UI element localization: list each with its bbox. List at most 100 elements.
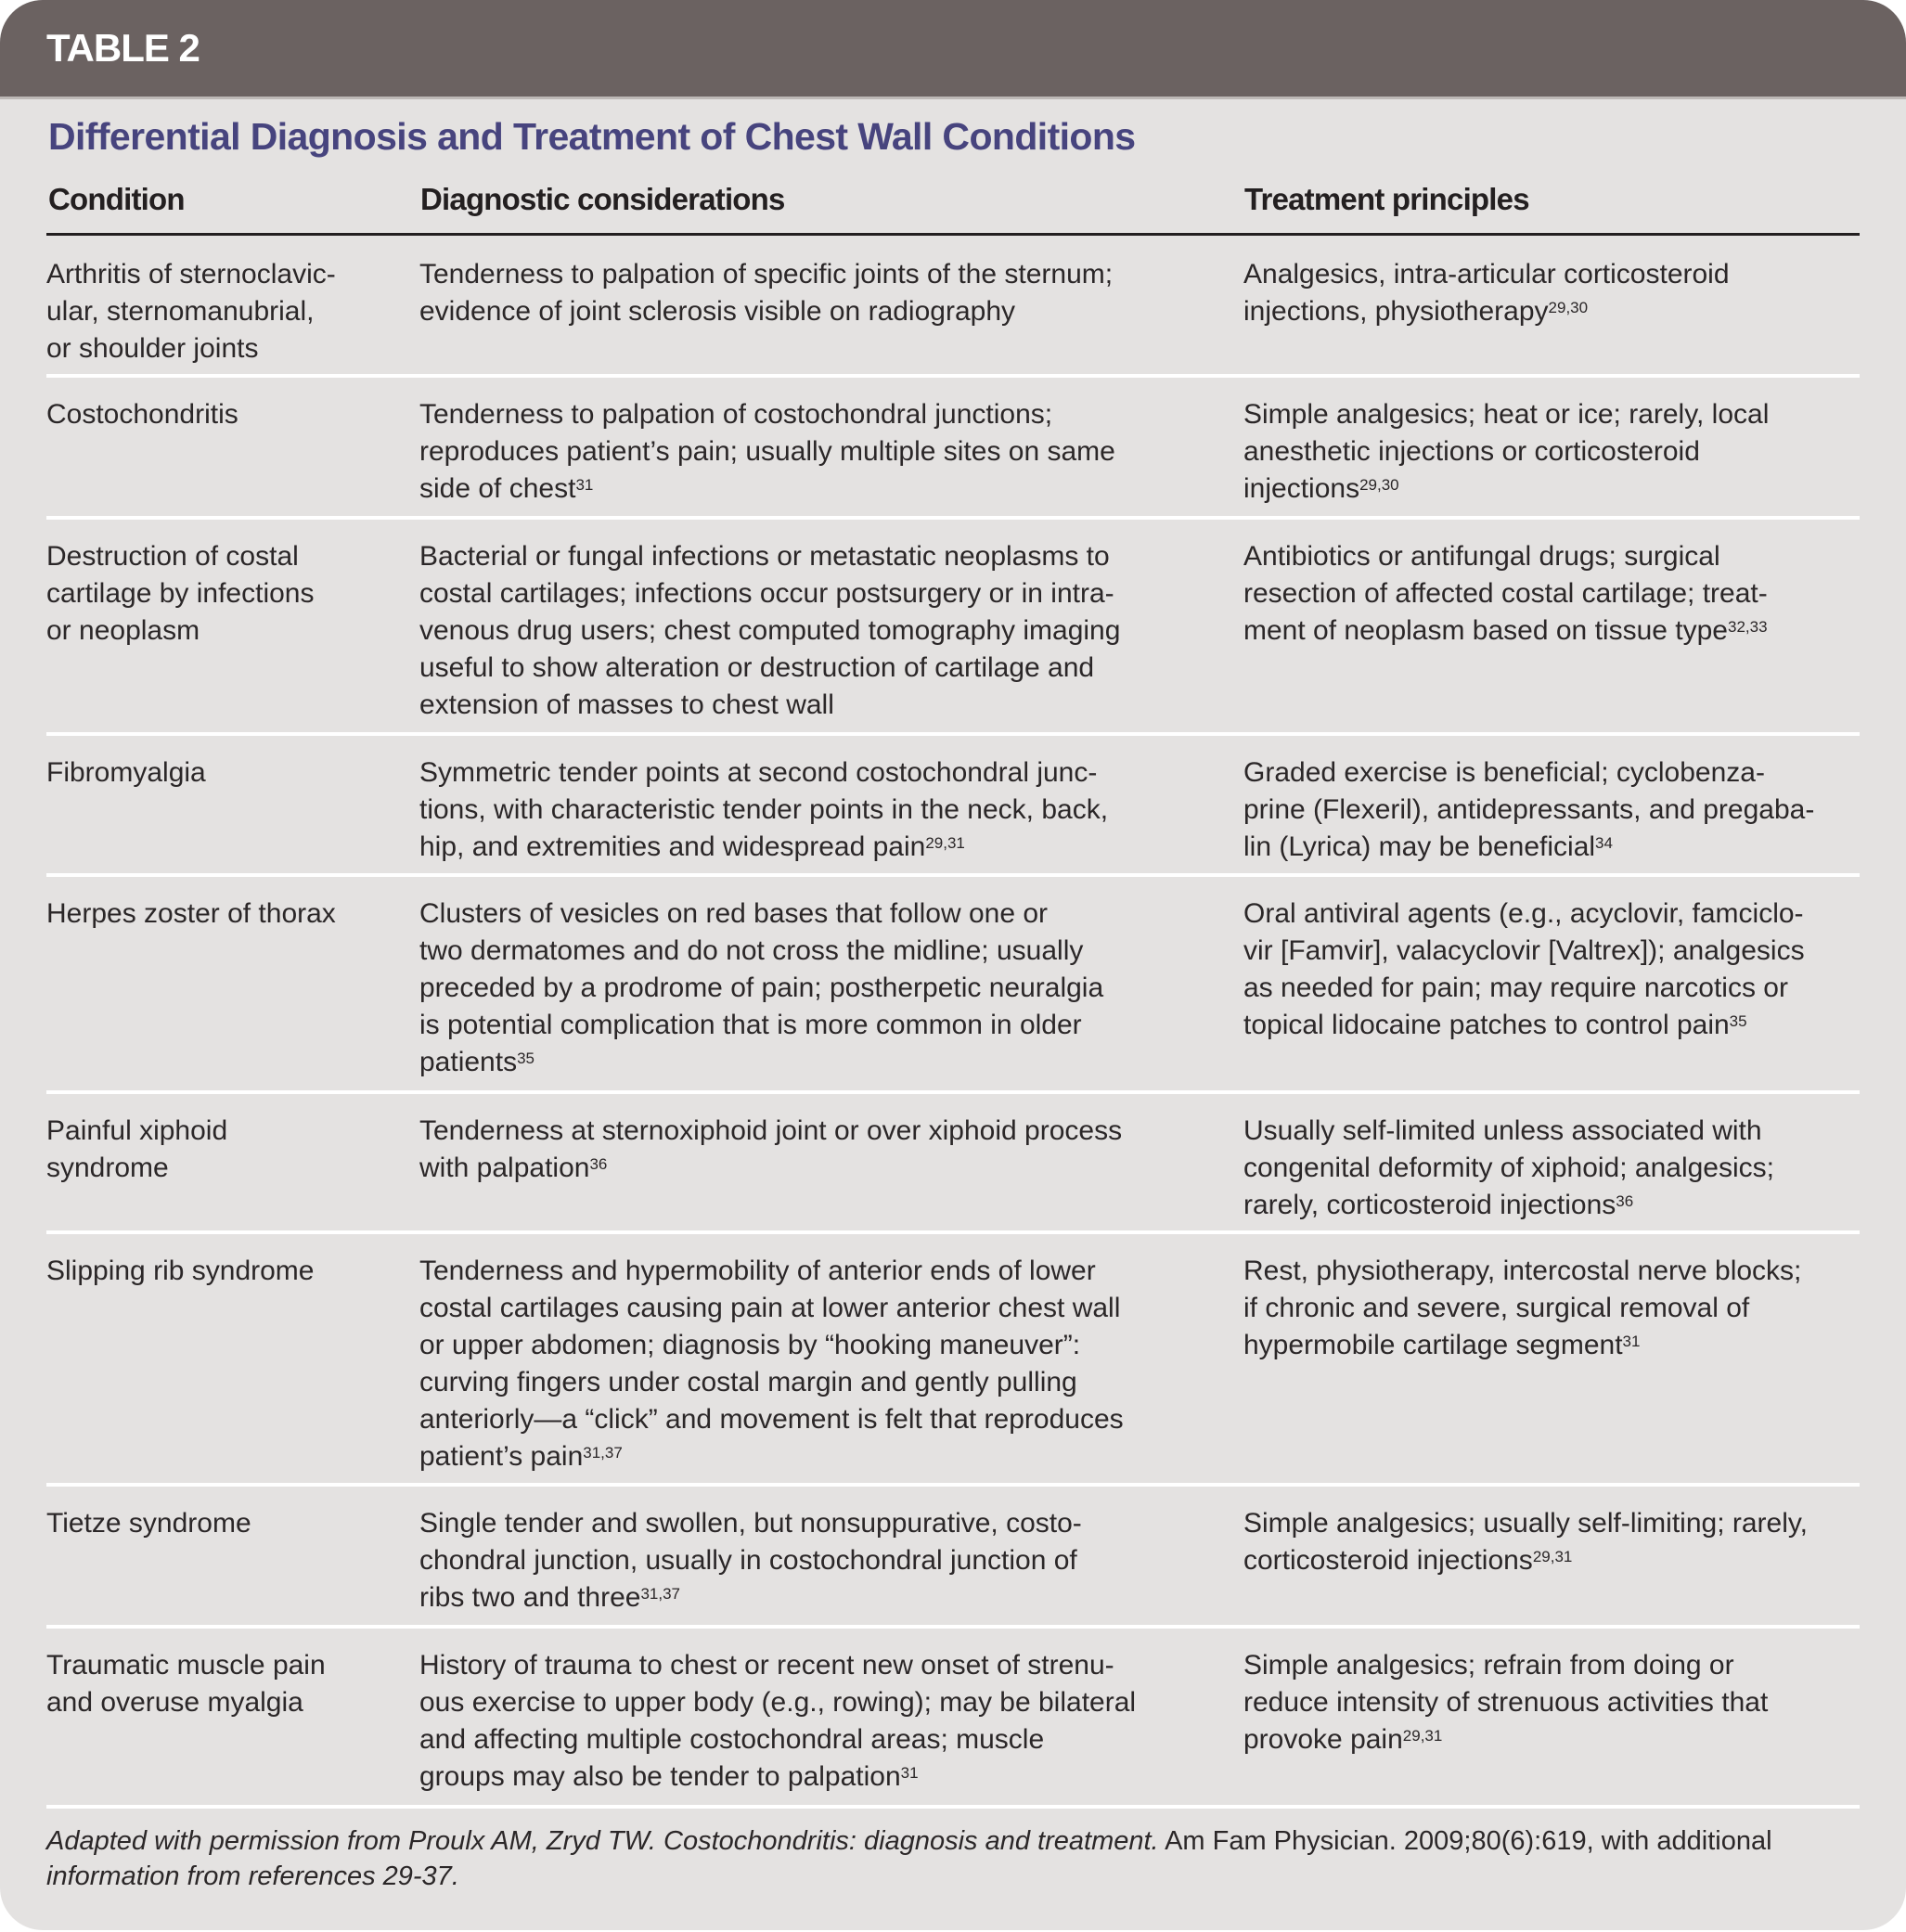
cell-treatment: Simple analgesics; usually self-limiting…: [1243, 1505, 1808, 1579]
cell-line: patients: [419, 1047, 518, 1077]
cell-diagnostic: Bacterial or fungal infections or metast…: [419, 538, 1120, 724]
cell-line: side of chest: [419, 473, 576, 504]
cell-line: ribs two and three: [419, 1582, 641, 1613]
table-row: Herpes zoster of thorax Clusters of vesic…: [46, 875, 1860, 1092]
cell-line: congenital deformity of xiphoid; analges…: [1243, 1153, 1774, 1183]
reference-superscript: 31: [900, 1764, 919, 1782]
reference-superscript: 29,31: [1402, 1727, 1443, 1745]
cell-line: Oral antiviral agents (e.g., acyclovir, …: [1243, 898, 1804, 929]
reference-superscript: 31,37: [640, 1585, 681, 1603]
cell-line: costal cartilages causing pain at lower …: [419, 1293, 1121, 1323]
reference-superscript: 29,30: [1548, 299, 1589, 316]
reference-superscript: 31,37: [583, 1444, 623, 1462]
table-row: Destruction of costal cartilage by infect…: [46, 518, 1860, 734]
cell-treatment: Analgesics, intra-articular corticostero…: [1243, 256, 1730, 330]
reference-superscript: 32,33: [1727, 618, 1768, 636]
cell-line: corticosteroid injections: [1243, 1545, 1533, 1576]
reference-superscript: 36: [1616, 1192, 1634, 1210]
row-divider: [46, 732, 1860, 736]
cell-line: patient’s pain: [419, 1441, 584, 1472]
table-row: Painful xiphoid syndrome Tenderness at ste…: [46, 1092, 1860, 1232]
cell-treatment: Simple analgesics; heat or ice; rarely, …: [1243, 396, 1769, 508]
table-title: Differential Diagnosis and Treatment of …: [48, 115, 1136, 158]
cell-line: Destruction of costal: [46, 541, 299, 572]
cell-diagnostic: Tenderness at sternoxiphoid joint or ove…: [419, 1113, 1122, 1187]
cell-condition: Herpes zoster of thorax: [46, 895, 336, 933]
cell-treatment: Usually self-limited unless associated w…: [1243, 1113, 1774, 1224]
cell-line: useful to show alteration or destruction…: [419, 652, 1095, 683]
cell-line: ular, sternomanubrial,: [46, 296, 315, 327]
table-row: Tietze syndrome Single tender and swollen…: [46, 1485, 1860, 1627]
cell-line: extension of masses to chest wall: [419, 689, 834, 720]
cell-line: costal cartilages; infections occur post…: [419, 578, 1114, 609]
footnote: Adapted with permission from Proulx AM, …: [46, 1823, 1772, 1894]
cell-treatment: Rest, physiotherapy, intercostal nerve b…: [1243, 1253, 1801, 1364]
cell-line: Simple analgesics; refrain from doing or: [1243, 1650, 1734, 1681]
row-divider: [46, 1625, 1860, 1629]
cell-condition: Fibromyalgia: [46, 754, 206, 792]
footnote-citation: 2009;80(6):619, with additional: [1396, 1826, 1772, 1856]
cell-diagnostic: Symmetric tender points at second costoc…: [419, 754, 1108, 866]
cell-line: and overuse myalgia: [46, 1687, 303, 1718]
cell-line: Arthritis of sternoclavic-: [46, 259, 336, 290]
cell-line: lin (Lyrica) may be beneficial: [1243, 831, 1596, 862]
table-row: Arthritis of sternoclavic-ular, sternoma…: [46, 236, 1860, 376]
cell-line: syndrome: [46, 1153, 169, 1183]
cell-line: ous exercise to upper body (e.g., rowing…: [419, 1687, 1137, 1718]
cell-condition: Slipping rib syndrome: [46, 1253, 314, 1290]
cell-line: ment of neoplasm based on tissue type: [1243, 615, 1728, 646]
cell-treatment: Oral antiviral agents (e.g., acyclovir, …: [1243, 895, 1805, 1044]
cell-condition: Arthritis of sternoclavic-ular, sternoma…: [46, 256, 336, 367]
cell-line: preceded by a prodrome of pain; postherp…: [419, 972, 1104, 1003]
cell-line: vir [Famvir], valacyclovir [Valtrex]); a…: [1243, 935, 1805, 966]
cell-treatment: Simple analgesics; refrain from doing or…: [1243, 1647, 1768, 1758]
table-label: TABLE 2: [46, 26, 200, 70]
cell-line: Tenderness to palpation of specific join…: [419, 259, 1114, 290]
cell-line: or shoulder joints: [46, 333, 259, 364]
reference-superscript: 31: [575, 476, 594, 494]
cell-line: chondral junction, usually in costochond…: [419, 1545, 1077, 1576]
cell-condition: Tietze syndrome: [46, 1505, 251, 1542]
reference-superscript: 36: [589, 1155, 608, 1173]
cell-treatment: Antibiotics or antifungal drugs; surgica…: [1243, 538, 1768, 650]
cell-line: Tenderness to palpation of costochondral…: [419, 399, 1053, 430]
cell-diagnostic: History of trauma to chest or recent new…: [419, 1647, 1136, 1796]
reference-superscript: 34: [1595, 834, 1613, 852]
cell-line: Analgesics, intra-articular corticostero…: [1243, 259, 1730, 290]
cell-line: provoke pain: [1243, 1724, 1403, 1755]
cell-line: anteriorly—a “click” and movement is fel…: [419, 1404, 1124, 1435]
column-header-treatment: Treatment principles: [1244, 182, 1530, 216]
cell-treatment: Graded exercise is beneficial; cyclobenz…: [1243, 754, 1814, 866]
cell-line: with palpation: [419, 1153, 590, 1183]
table-row: Slipping rib syndrome Tenderness and hype…: [46, 1232, 1860, 1485]
cell-diagnostic: Tenderness to palpation of costochondral…: [419, 396, 1115, 508]
cell-line: Clusters of vesicles on red bases that f…: [419, 898, 1049, 929]
cell-line: and affecting multiple costochondral are…: [419, 1724, 1045, 1755]
cell-line: evidence of joint sclerosis visible on r…: [419, 296, 1016, 327]
cell-diagnostic: Tenderness to palpation of specific join…: [419, 256, 1113, 330]
cell-line: topical lidocaine patches to control pai…: [1243, 1010, 1730, 1040]
header-rule: [46, 233, 1860, 236]
cell-condition: Costochondritis: [46, 396, 238, 433]
cell-line: Simple analgesics; heat or ice; rarely, …: [1243, 399, 1770, 430]
cell-line: venous drug users; chest computed tomogr…: [419, 615, 1121, 646]
cell-diagnostic: Clusters of vesicles on red bases that f…: [419, 895, 1103, 1081]
cell-line: resection of affected costal cartilage; …: [1243, 578, 1768, 609]
cell-line: History of trauma to chest or recent new…: [419, 1650, 1114, 1681]
cell-line: Antibiotics or antifungal drugs; surgica…: [1243, 541, 1720, 572]
footnote-text: Adapted with permission from Proulx AM, …: [46, 1826, 1159, 1856]
cell-line: as needed for pain; may require narcotic…: [1243, 972, 1788, 1003]
cell-condition: Traumatic muscle pain and overuse myalgia: [46, 1647, 326, 1721]
cell-line: injections: [1243, 473, 1360, 504]
footnote-journal: Am Fam Physician.: [1158, 1826, 1397, 1856]
row-divider: [46, 873, 1860, 877]
reference-superscript: 29,31: [1532, 1548, 1573, 1565]
row-divider: [46, 516, 1860, 520]
reference-superscript: 31: [1622, 1333, 1641, 1350]
cell-line: anesthetic injections or corticosteroid: [1243, 436, 1700, 467]
cell-line: Fibromyalgia: [46, 757, 206, 788]
row-divider: [46, 1090, 1860, 1094]
table-row: Traumatic muscle pain and overuse myalgia…: [46, 1627, 1860, 1807]
row-divider: [46, 1230, 1860, 1234]
